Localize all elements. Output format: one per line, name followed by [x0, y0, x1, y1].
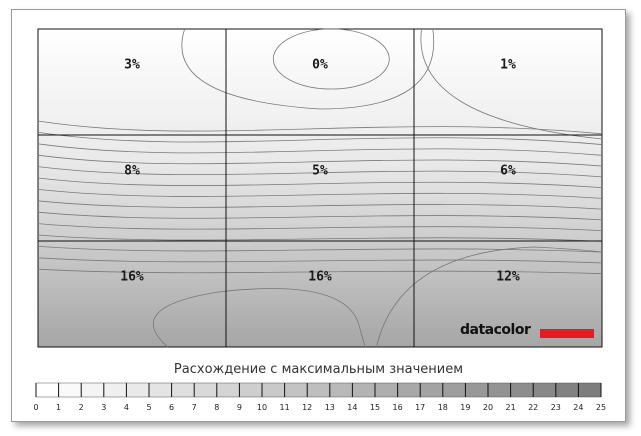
scale-box	[58, 383, 82, 397]
scale-box	[149, 383, 172, 397]
scale-tick-label: 18	[438, 403, 448, 412]
scale-box	[262, 383, 285, 397]
contour-line	[37, 189, 603, 199]
contour-line	[37, 177, 603, 188]
contour-line	[37, 211, 603, 221]
uniformity-heatmap: 3% 0% 1% 8% 5% 6% 16% 16% 12%	[37, 28, 603, 348]
scale-tick-label: 8	[214, 403, 219, 412]
scale-tick-label: 0	[33, 403, 38, 412]
scale-tick-label: 4	[124, 403, 129, 412]
scale-tick-label: 7	[192, 403, 197, 412]
scale-box	[81, 383, 104, 397]
scale-box	[578, 383, 601, 397]
scale-box	[284, 383, 308, 397]
scale-boxes	[35, 382, 602, 398]
contour-line	[37, 132, 603, 145]
cell-label-r1c1: 5%	[312, 163, 328, 178]
scale-box	[216, 383, 240, 397]
scale-tick-label: 20	[483, 403, 493, 412]
scale-box	[103, 383, 127, 397]
scale-tick-label: 15	[370, 403, 380, 412]
contour-line	[37, 120, 603, 135]
contour-top-right	[420, 28, 603, 140]
scale-tick-label: 1	[56, 403, 61, 412]
scale-box	[420, 383, 443, 397]
scale-box	[465, 383, 488, 397]
scale-ticks: 0 1 2 3 4 5 6 7 8 9 10 11 12 13 14 15 16 17 18 19 20 21 22 23 24…	[33, 383, 606, 412]
scale-tick-label: 11	[280, 403, 290, 412]
scale-box	[239, 383, 262, 397]
cell-label-r0c2: 1%	[500, 57, 516, 72]
scale-box	[375, 383, 398, 397]
scale-box	[488, 383, 511, 397]
scale-box	[352, 383, 375, 397]
scale-tick-label: 9	[237, 403, 242, 412]
cell-label-r0c0: 3%	[124, 57, 140, 72]
scale-tick-label: 22	[528, 403, 538, 412]
scale-tick-label: 14	[347, 403, 357, 412]
cell-label-r1c0: 8%	[124, 163, 140, 178]
scale-tick-label: 17	[415, 403, 425, 412]
scale-box	[329, 383, 353, 397]
cell-label-r0c1: 0%	[312, 57, 328, 72]
contour-line	[37, 154, 603, 167]
scale-tick-label: 25	[596, 403, 606, 412]
grid-lines	[38, 29, 602, 347]
contour-line	[37, 234, 603, 242]
scale-tick-label: 6	[169, 403, 174, 412]
scale-box	[126, 383, 149, 397]
scale-tick-label: 5	[146, 403, 151, 412]
cell-label-r2c0: 16%	[120, 269, 144, 284]
contour-line	[37, 268, 603, 275]
cell-label-r1c2: 6%	[500, 163, 516, 178]
scale-tick-label: 24	[573, 403, 583, 412]
contour-line	[37, 143, 603, 156]
contour-top	[181, 28, 435, 110]
plot-background	[37, 28, 603, 348]
logo-wordmark: datacolor	[460, 322, 531, 338]
datacolor-logo: datacolor	[456, 321, 594, 343]
scale-box	[442, 383, 466, 397]
cell-labels: 3% 0% 1% 8% 5% 6% 16% 16% 12%	[120, 57, 520, 284]
scale-tick-label: 16	[393, 403, 403, 412]
contour-bottom-right	[376, 246, 603, 348]
contour-line	[37, 166, 603, 178]
contour-lines	[37, 28, 603, 348]
contour-line	[37, 257, 603, 264]
scale-box	[171, 383, 195, 397]
scale-tick-label: 21	[506, 403, 516, 412]
legend-title: Расхождение с максимальным значением	[173, 362, 464, 377]
scale-box	[510, 383, 534, 397]
scale-tick-label: 12	[302, 403, 312, 412]
scale-tick-label: 19	[460, 403, 470, 412]
scale-box	[194, 383, 217, 397]
contour-line	[37, 246, 603, 253]
contour-line	[37, 200, 603, 210]
contour-line	[37, 223, 603, 232]
scale-tick-label: 3	[101, 403, 106, 412]
chart-frame: 3% 0% 1% 8% 5% 6% 16% 16% 12% datacolor Расхожде…	[11, 9, 626, 422]
scale-box	[307, 383, 330, 397]
scale-box	[533, 383, 556, 397]
scale-tick-label: 2	[79, 403, 84, 412]
scale-tick-label: 13	[325, 403, 335, 412]
color-scale: 0 1 2 3 4 5 6 7 8 9 10 11 12 13 14 15 16 17 18 19 20 21 22 23 24…	[33, 382, 606, 412]
cell-label-r2c2: 12%	[496, 269, 520, 284]
contour-bottom	[152, 288, 366, 348]
logo-red-bar	[540, 329, 594, 338]
scale-tick-label: 23	[551, 403, 561, 412]
scale-box	[36, 383, 59, 397]
cell-label-r2c1: 16%	[308, 269, 332, 284]
contour-peak	[272, 28, 390, 90]
scale-tick-label: 10	[257, 403, 267, 412]
scale-box	[555, 383, 579, 397]
scale-box	[397, 383, 421, 397]
